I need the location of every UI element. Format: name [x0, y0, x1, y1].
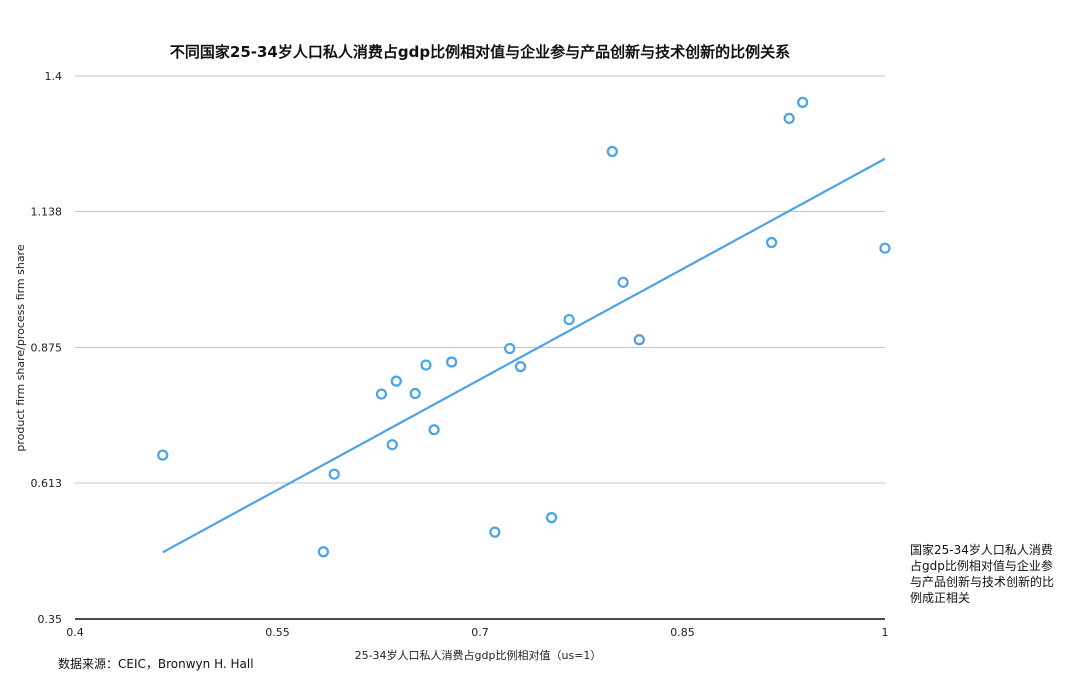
x-tick-label: 0.55: [265, 626, 290, 639]
data-point: [633, 334, 645, 346]
y-tick-labels: 0.35 0.613 0.875 1.138 1.4: [31, 70, 63, 626]
x-tick-label: 0.7: [471, 626, 489, 639]
data-point: [420, 359, 432, 371]
data-point: [783, 112, 795, 125]
data-point: [390, 375, 402, 387]
y-tick-label: 0.875: [31, 342, 63, 355]
data-point: [375, 388, 388, 400]
gridlines: [75, 75, 885, 484]
data-point: [545, 512, 558, 524]
y-axis-label: product firm share/process firm share: [14, 244, 27, 451]
data-point: [514, 361, 527, 373]
x-tick-label: 0.4: [66, 626, 84, 639]
x-tick-label: 0.85: [670, 626, 695, 639]
data-point: [489, 526, 501, 538]
data-source: 数据来源：CEIC，Bronwyn H. Hall: [58, 657, 254, 671]
chart-title: 不同国家25-34岁人口私人消费占gdp比例相对值与企业参与产品创新与技术创新的…: [170, 43, 790, 61]
data-point: [409, 387, 421, 400]
y-tick-label: 1.138: [31, 205, 63, 218]
data-point: [328, 468, 340, 480]
x-axis-label: 25-34岁人口私人消费占gdp比例相对值（us=1）: [355, 648, 602, 662]
data-point: [386, 439, 398, 451]
y-tick-label: 0.35: [38, 613, 63, 626]
data-point: [504, 342, 516, 355]
data-point: [563, 313, 575, 326]
y-tick-label: 0.613: [31, 477, 63, 490]
data-point: [797, 96, 809, 108]
data-point: [446, 356, 458, 368]
data-point: [765, 236, 778, 249]
data-point: [428, 424, 440, 436]
data-point: [617, 276, 629, 288]
data-point: [879, 242, 891, 254]
trend-line: [162, 157, 886, 554]
data-point: [157, 449, 169, 461]
x-tick-label: 1: [882, 626, 889, 639]
data-point: [606, 145, 618, 158]
chart-annotation: 国家25-34岁人口私人消费占gdp比例相对值与企业参与产品创新与技术创新的比例…: [910, 543, 1055, 605]
y-tick-label: 1.4: [45, 70, 63, 83]
x-tick-labels: 0.4 0.55 0.7 0.85 1: [66, 626, 888, 639]
data-points: [157, 96, 891, 558]
data-point: [317, 546, 329, 558]
